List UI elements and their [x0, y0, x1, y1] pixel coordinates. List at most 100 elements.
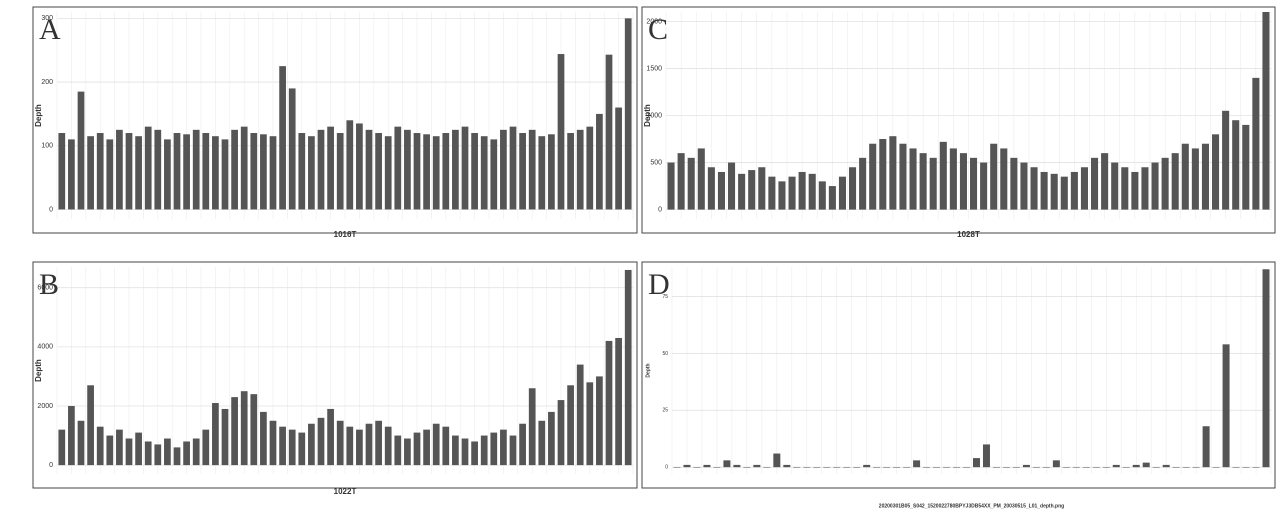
bar — [879, 139, 887, 210]
bar — [1030, 167, 1038, 210]
bar — [615, 337, 622, 466]
bar — [1022, 464, 1030, 468]
bar — [849, 167, 857, 210]
bar — [869, 143, 877, 210]
y-axis-label: Depth — [34, 104, 43, 127]
bar — [828, 186, 836, 210]
bar — [1052, 460, 1060, 468]
bar — [1020, 162, 1028, 210]
bar — [773, 453, 781, 468]
bar — [1242, 124, 1250, 210]
bar — [365, 423, 373, 466]
bar — [923, 467, 931, 468]
y-tick-label: 75 — [662, 294, 668, 300]
bar — [1070, 171, 1078, 210]
bar — [1042, 467, 1050, 468]
bar — [452, 435, 459, 466]
bar — [557, 54, 565, 210]
bar — [375, 420, 382, 466]
bar — [528, 129, 536, 210]
bar — [432, 136, 440, 210]
bar — [317, 417, 325, 466]
bar — [1102, 467, 1110, 468]
bar — [77, 420, 85, 466]
bar — [240, 126, 248, 210]
bar — [1182, 467, 1190, 468]
bar — [803, 467, 811, 468]
bar — [500, 129, 507, 210]
panel-frame — [641, 261, 1276, 489]
bar — [106, 435, 114, 466]
bar — [1122, 467, 1130, 468]
bar — [288, 429, 296, 466]
bar — [1262, 12, 1270, 210]
bar — [838, 176, 846, 210]
bar — [394, 126, 402, 210]
bar — [1092, 467, 1100, 468]
bar — [624, 18, 632, 210]
bar — [1111, 162, 1119, 210]
bar — [404, 438, 411, 466]
bar — [1062, 467, 1070, 468]
bar — [703, 464, 711, 468]
bar — [461, 438, 469, 466]
bar — [1152, 467, 1160, 468]
bar — [471, 441, 478, 466]
bar — [279, 66, 286, 210]
bar — [461, 126, 469, 210]
bar — [279, 426, 286, 466]
bar — [250, 133, 258, 210]
bar — [1000, 148, 1008, 210]
bar — [1212, 134, 1220, 210]
bar — [1032, 467, 1040, 468]
bar — [843, 467, 851, 468]
bar — [432, 423, 440, 466]
bar — [423, 134, 430, 210]
bar — [509, 435, 517, 466]
bar — [509, 126, 517, 210]
bar — [1072, 467, 1080, 468]
panel-frame — [32, 6, 638, 234]
bar — [576, 364, 584, 466]
bar — [135, 432, 142, 466]
bar — [519, 423, 526, 466]
bar — [212, 403, 219, 466]
bar — [538, 420, 546, 466]
panel-frame — [32, 261, 638, 489]
bar — [87, 136, 94, 210]
bar — [58, 429, 66, 466]
bar — [953, 467, 961, 468]
bar — [808, 173, 816, 210]
bar — [413, 133, 421, 210]
bar — [96, 133, 104, 210]
bar — [1101, 153, 1109, 210]
bar — [963, 467, 971, 468]
bar — [1252, 77, 1260, 210]
y-tick-label: 1500 — [646, 65, 662, 72]
bar — [567, 133, 574, 210]
bar — [442, 426, 450, 466]
bar — [863, 464, 871, 468]
bar — [1192, 467, 1200, 468]
bar — [567, 385, 574, 466]
bar — [949, 148, 957, 210]
bar — [125, 133, 133, 210]
bar — [929, 157, 937, 210]
y-tick-label: 0 — [658, 206, 662, 213]
bar — [394, 435, 402, 466]
bar — [452, 129, 459, 210]
bar — [624, 269, 632, 466]
bar — [1262, 269, 1270, 468]
x-axis-label: 20200301B05_S042_1520022780BPYJ3DB54XX_P… — [879, 503, 1064, 509]
x-axis-label: 1022T — [334, 487, 357, 496]
bar — [327, 408, 334, 466]
bar — [1121, 167, 1129, 210]
bar — [144, 126, 152, 210]
bar — [909, 148, 917, 210]
x-axis-label: 1016T — [334, 230, 357, 239]
bar — [375, 133, 382, 210]
bar — [346, 426, 354, 466]
bar — [77, 91, 85, 210]
bar — [125, 438, 133, 466]
bar — [707, 167, 715, 210]
